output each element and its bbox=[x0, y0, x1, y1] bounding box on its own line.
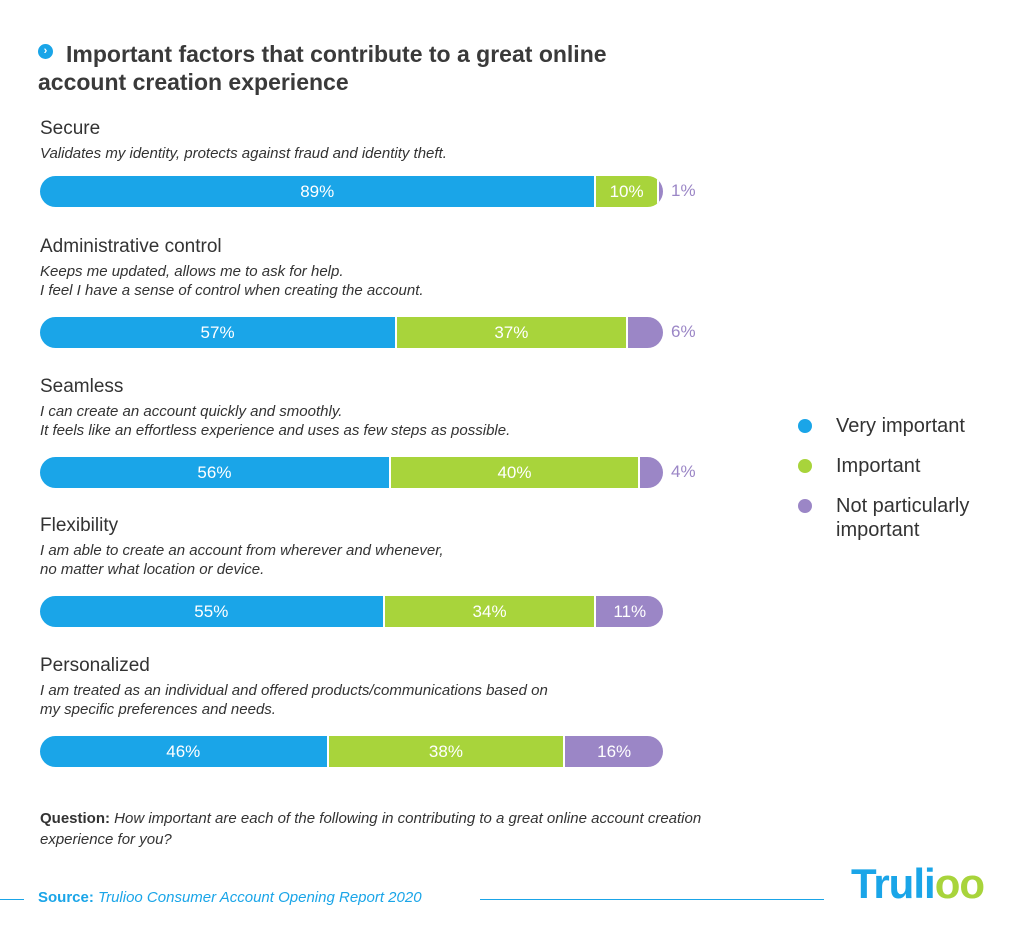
bar-segment-important: 34% bbox=[382, 596, 595, 627]
bar-value-label: 55% bbox=[194, 601, 229, 621]
bar-track: 89% 10% bbox=[40, 176, 663, 207]
legend-dot-very-important bbox=[798, 419, 812, 433]
chart-title: Important factors that contribute to a g… bbox=[38, 41, 607, 95]
factor-description: Validates my identity, protects against … bbox=[40, 145, 447, 162]
factor-name: Administrative control bbox=[40, 236, 222, 257]
bar-value-label: 16% bbox=[597, 741, 632, 761]
legend-item-very-important: Very important bbox=[798, 414, 1008, 438]
bar-segment-very-important: 46% bbox=[40, 736, 327, 767]
bar-value-label: 37% bbox=[494, 322, 529, 342]
source-divider-right bbox=[480, 899, 824, 900]
bar-segment-not-particularly-important bbox=[638, 457, 663, 488]
factor-description: my specific preferences and needs. bbox=[40, 701, 276, 718]
legend-label: Very important bbox=[836, 415, 965, 437]
factor-block: Seamless I can create an account quickly … bbox=[40, 376, 740, 488]
source-divider-left bbox=[0, 899, 24, 900]
bar-segment-very-important: 55% bbox=[40, 596, 383, 627]
trulioo-logo: Trulioo bbox=[851, 860, 985, 908]
stacked-bar: 56% 40% 4% bbox=[40, 457, 696, 488]
legend-item-important: Important bbox=[798, 454, 1008, 478]
bar-value-label-outside: 6% bbox=[671, 322, 696, 341]
source-text: Trulioo Consumer Account Opening Report … bbox=[98, 889, 422, 906]
stacked-bar: 46% 38% 16% bbox=[40, 736, 663, 767]
legend-dot-not-particularly-important bbox=[798, 499, 812, 513]
bar-value-label: 89% bbox=[300, 181, 335, 201]
question-note: Question: How important are each of the … bbox=[40, 808, 720, 850]
bar-track: 46% 38% 16% bbox=[40, 736, 663, 767]
legend-dot-important bbox=[798, 459, 812, 473]
factor-name: Seamless bbox=[40, 376, 124, 397]
bar-value-label: 38% bbox=[428, 741, 463, 761]
bar-segment-important: 38% bbox=[326, 736, 564, 767]
legend: Very important Important Not particularl… bbox=[798, 414, 1008, 542]
bar-segment-very-important: 57% bbox=[40, 317, 396, 348]
factor-block: Secure Validates my identity, protects ag… bbox=[40, 118, 740, 207]
bar-value-label: 46% bbox=[166, 741, 201, 761]
bar-segment-very-important: 89% bbox=[40, 176, 595, 207]
factor-block: Administrative control Keeps me updated, … bbox=[40, 236, 740, 348]
bar-segment-important: 37% bbox=[395, 317, 626, 348]
logo-main: Truli bbox=[851, 860, 936, 907]
stacked-bar: 89% 10% 1% bbox=[40, 176, 696, 207]
question-label: Question: bbox=[40, 810, 110, 827]
bar-value-label: 34% bbox=[472, 601, 507, 621]
logo-accent: oo bbox=[934, 860, 985, 907]
factor-name: Personalized bbox=[40, 655, 150, 676]
bar-value-label: 40% bbox=[497, 462, 532, 482]
factor-description: I am able to create an account from wher… bbox=[40, 542, 444, 559]
bar-value-label-outside: 4% bbox=[671, 462, 696, 481]
question-text: How important are each of the following … bbox=[40, 810, 702, 848]
bar-segment-very-important: 56% bbox=[40, 457, 389, 488]
legend-label: Important bbox=[836, 455, 921, 477]
bar-value-label: 11% bbox=[613, 601, 647, 621]
bar-segment-important: 10% bbox=[594, 176, 657, 207]
factor-block: Personalized I am treated as an individua… bbox=[40, 655, 740, 767]
legend-item-not-particularly-important: Not particularly important bbox=[798, 494, 986, 542]
factor-description: I can create an account quickly and smoo… bbox=[40, 403, 343, 420]
bar-segment-not-particularly-important: 11% bbox=[594, 596, 663, 627]
factor-description: I am treated as an individual and offere… bbox=[40, 682, 548, 699]
bar-value-label: 57% bbox=[200, 322, 235, 342]
title-block: › Important factors that contribute to a… bbox=[38, 40, 698, 96]
source-label: Source: bbox=[38, 889, 94, 906]
bar-value-label: 56% bbox=[197, 462, 232, 482]
bar-track: 57% 37% bbox=[40, 317, 663, 348]
stacked-bar: 57% 37% 6% bbox=[40, 317, 696, 348]
bar-segment-not-particularly-important bbox=[625, 317, 663, 348]
bar-value-label: 10% bbox=[609, 181, 644, 201]
legend-label: Not particularly important bbox=[836, 495, 970, 541]
bar-value-label-outside: 1% bbox=[671, 181, 696, 200]
factor-description: It feels like an effortless experience a… bbox=[40, 422, 511, 439]
chevron-right-icon: › bbox=[38, 44, 53, 59]
source-note: Source: Trulioo Consumer Account Opening… bbox=[38, 889, 422, 906]
bar-segment-not-particularly-important: 16% bbox=[563, 736, 663, 767]
stacked-bar: 55% 34% 11% bbox=[40, 596, 663, 627]
factor-description: I feel I have a sense of control when cr… bbox=[40, 282, 424, 299]
factor-name: Secure bbox=[40, 118, 101, 139]
bar-segment-important: 40% bbox=[388, 457, 639, 488]
bar-segment-not-particularly-important bbox=[656, 176, 663, 207]
factor-description: Keeps me updated, allows me to ask for h… bbox=[40, 263, 344, 280]
bar-track: 55% 34% 11% bbox=[40, 596, 663, 627]
factor-block: Flexibility I am able to create an accoun… bbox=[40, 515, 740, 627]
factor-name: Flexibility bbox=[40, 515, 119, 536]
bar-track: 56% 40% bbox=[40, 457, 663, 488]
factor-description: no matter what location or device. bbox=[40, 561, 265, 578]
